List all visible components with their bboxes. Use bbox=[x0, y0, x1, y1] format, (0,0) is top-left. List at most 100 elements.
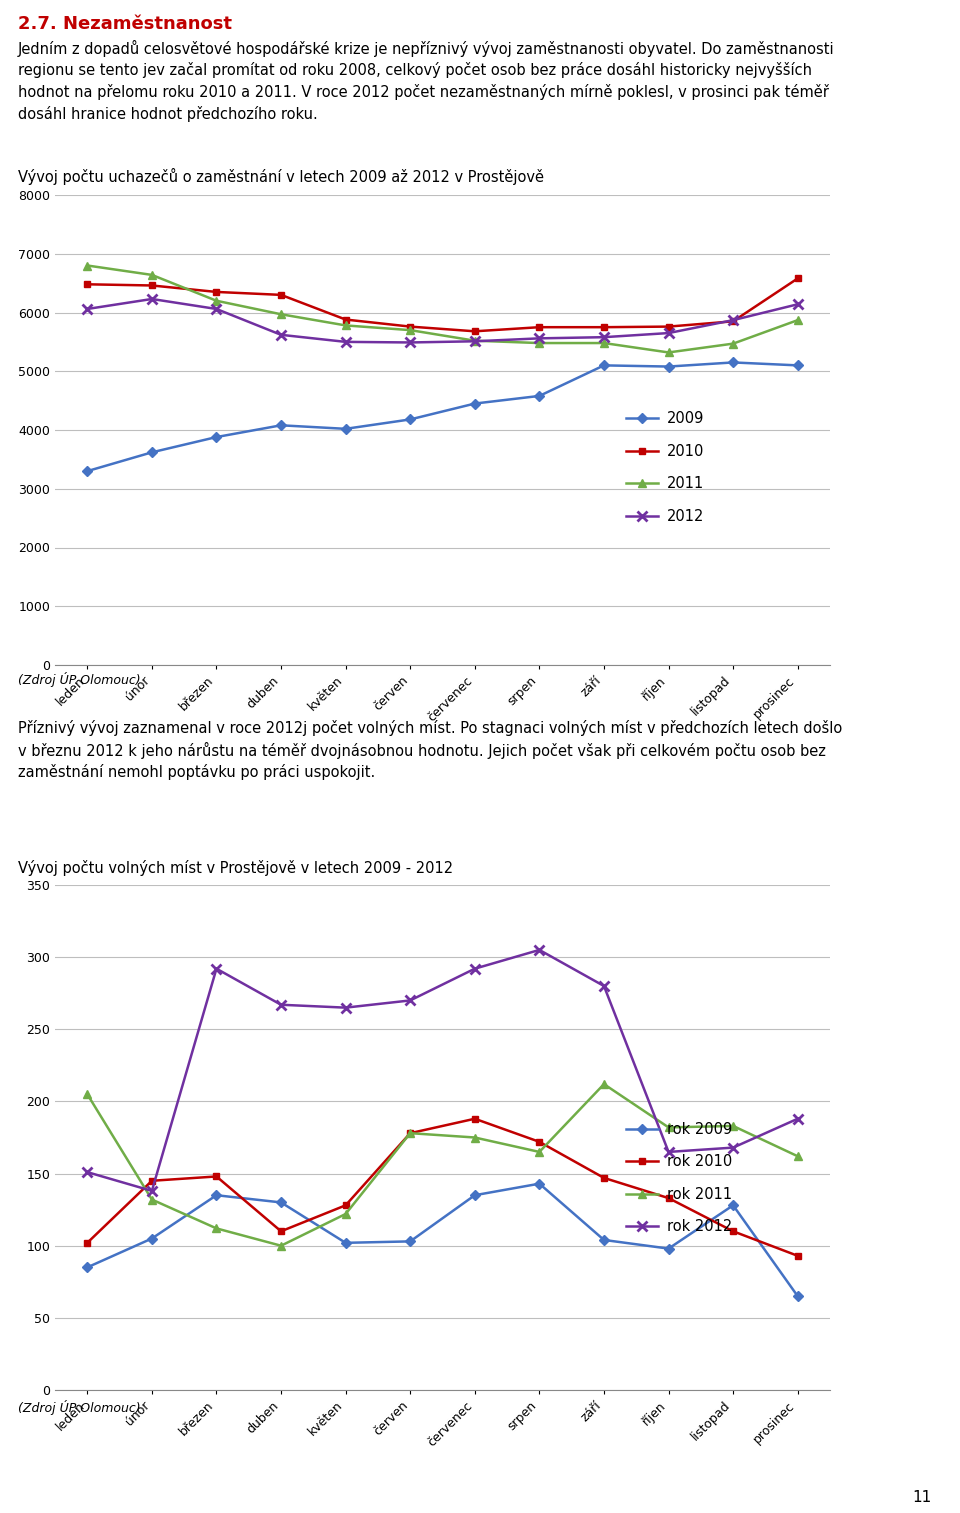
Line: 2010: 2010 bbox=[84, 275, 802, 334]
2009 bbox=[404, 410, 416, 428]
rok 2011 bbox=[534, 1142, 545, 1160]
rok 2010 bbox=[276, 1223, 287, 1241]
rok 2009 bbox=[728, 1197, 739, 1215]
Text: dosáhl hranice hodnot předchozího roku.: dosáhl hranice hodnot předchozího roku. bbox=[18, 106, 318, 123]
2011 bbox=[146, 266, 157, 284]
Text: zaměstnání nemohl poptávku po práci uspokojit.: zaměstnání nemohl poptávku po práci uspo… bbox=[18, 764, 375, 781]
2010 bbox=[662, 318, 674, 336]
2009 bbox=[276, 416, 287, 434]
2011 bbox=[404, 321, 416, 339]
2012 bbox=[146, 290, 157, 309]
2012 bbox=[598, 328, 610, 346]
Line: rok 2011: rok 2011 bbox=[84, 1080, 802, 1250]
rok 2009 bbox=[469, 1186, 481, 1204]
rok 2011 bbox=[728, 1117, 739, 1135]
Line: 2011: 2011 bbox=[84, 262, 802, 357]
2009 bbox=[210, 428, 222, 446]
2010 bbox=[728, 312, 739, 330]
2011 bbox=[792, 312, 804, 330]
2010 bbox=[146, 277, 157, 295]
2010 bbox=[598, 318, 610, 336]
2009 bbox=[534, 387, 545, 405]
rok 2011 bbox=[276, 1236, 287, 1254]
Line: rok 2009: rok 2009 bbox=[84, 1180, 802, 1300]
2011 bbox=[210, 292, 222, 310]
2011 bbox=[728, 334, 739, 353]
rok 2009 bbox=[82, 1259, 93, 1277]
2011 bbox=[340, 316, 351, 334]
rok 2010 bbox=[210, 1168, 222, 1186]
Text: Jedním z dopadů celosvětové hospodářské krize je nepříznivý vývoj zaměstnanosti : Jedním z dopadů celosvětové hospodářské … bbox=[18, 39, 834, 57]
rok 2012 bbox=[404, 991, 416, 1009]
rok 2012 bbox=[534, 941, 545, 959]
rok 2009 bbox=[210, 1186, 222, 1204]
rok 2010 bbox=[534, 1133, 545, 1151]
2009 bbox=[82, 461, 93, 480]
Text: (Zdroj ÚP Olomouc): (Zdroj ÚP Olomouc) bbox=[18, 672, 140, 687]
2011 bbox=[469, 331, 481, 350]
rok 2012 bbox=[340, 999, 351, 1017]
2012 bbox=[534, 330, 545, 348]
Line: 2009: 2009 bbox=[84, 359, 802, 475]
2011 bbox=[534, 334, 545, 353]
rok 2010 bbox=[728, 1223, 739, 1241]
rok 2009 bbox=[792, 1288, 804, 1306]
2009 bbox=[662, 357, 674, 375]
rok 2011 bbox=[210, 1219, 222, 1238]
rok 2010 bbox=[662, 1189, 674, 1207]
2011 bbox=[662, 343, 674, 362]
2012 bbox=[792, 295, 804, 313]
2010 bbox=[210, 283, 222, 301]
rok 2012 bbox=[276, 996, 287, 1014]
rok 2011 bbox=[792, 1147, 804, 1165]
rok 2009 bbox=[276, 1194, 287, 1212]
2010 bbox=[404, 318, 416, 336]
2009 bbox=[469, 395, 481, 413]
2011 bbox=[276, 306, 287, 324]
Line: rok 2010: rok 2010 bbox=[84, 1115, 802, 1259]
2009 bbox=[728, 354, 739, 372]
2009 bbox=[146, 443, 157, 461]
rok 2011 bbox=[404, 1124, 416, 1142]
2010 bbox=[276, 286, 287, 304]
rok 2011 bbox=[598, 1076, 610, 1094]
rok 2010 bbox=[792, 1247, 804, 1265]
2010 bbox=[534, 318, 545, 336]
2010 bbox=[340, 310, 351, 328]
rok 2012 bbox=[210, 959, 222, 977]
rok 2009 bbox=[534, 1174, 545, 1192]
2012 bbox=[210, 300, 222, 318]
rok 2010 bbox=[146, 1171, 157, 1189]
rok 2012 bbox=[82, 1163, 93, 1182]
rok 2010 bbox=[82, 1233, 93, 1251]
2012 bbox=[469, 333, 481, 351]
rok 2010 bbox=[598, 1170, 610, 1188]
2012 bbox=[276, 325, 287, 343]
rok 2009 bbox=[404, 1232, 416, 1250]
Legend: rok 2009, rok 2010, rok 2011, rok 2012: rok 2009, rok 2010, rok 2011, rok 2012 bbox=[620, 1115, 738, 1241]
rok 2012 bbox=[469, 959, 481, 977]
Text: 11: 11 bbox=[912, 1490, 931, 1505]
rok 2010 bbox=[340, 1197, 351, 1215]
rok 2011 bbox=[82, 1085, 93, 1103]
Text: Vývoj počtu volných míst v Prostějově v letech 2009 - 2012: Vývoj počtu volných míst v Prostějově v … bbox=[18, 859, 453, 876]
2009 bbox=[340, 419, 351, 437]
rok 2012 bbox=[146, 1182, 157, 1200]
2010 bbox=[792, 269, 804, 287]
2012 bbox=[404, 333, 416, 351]
2009 bbox=[792, 356, 804, 374]
Text: 2.7. Nezaměstnanost: 2.7. Nezaměstnanost bbox=[18, 15, 232, 33]
Text: Vývoj počtu uchazečů o zaměstnání v letech 2009 až 2012 v Prostějově: Vývoj počtu uchazečů o zaměstnání v lete… bbox=[18, 168, 544, 185]
rok 2010 bbox=[404, 1124, 416, 1142]
Text: (Zdroj ÚP Olomouc): (Zdroj ÚP Olomouc) bbox=[18, 1400, 140, 1415]
rok 2011 bbox=[469, 1129, 481, 1147]
Text: Příznivý vývoj zaznamenal v roce 2012j počet volných míst. Po stagnaci volných m: Příznivý vývoj zaznamenal v roce 2012j p… bbox=[18, 720, 842, 735]
rok 2010 bbox=[469, 1109, 481, 1127]
Line: rok 2012: rok 2012 bbox=[83, 946, 803, 1195]
Text: hodnot na přelomu roku 2010 a 2011. V roce 2012 počet nezaměstnaných mírně pokle: hodnot na přelomu roku 2010 a 2011. V ro… bbox=[18, 85, 828, 100]
2010 bbox=[82, 275, 93, 294]
2009 bbox=[598, 356, 610, 374]
Legend: 2009, 2010, 2011, 2012: 2009, 2010, 2011, 2012 bbox=[620, 405, 710, 530]
rok 2009 bbox=[662, 1239, 674, 1257]
Text: v březnu 2012 k jeho nárůstu na téměř dvojnásobnou hodnotu. Jejich počet však př: v březnu 2012 k jeho nárůstu na téměř dv… bbox=[18, 741, 826, 760]
